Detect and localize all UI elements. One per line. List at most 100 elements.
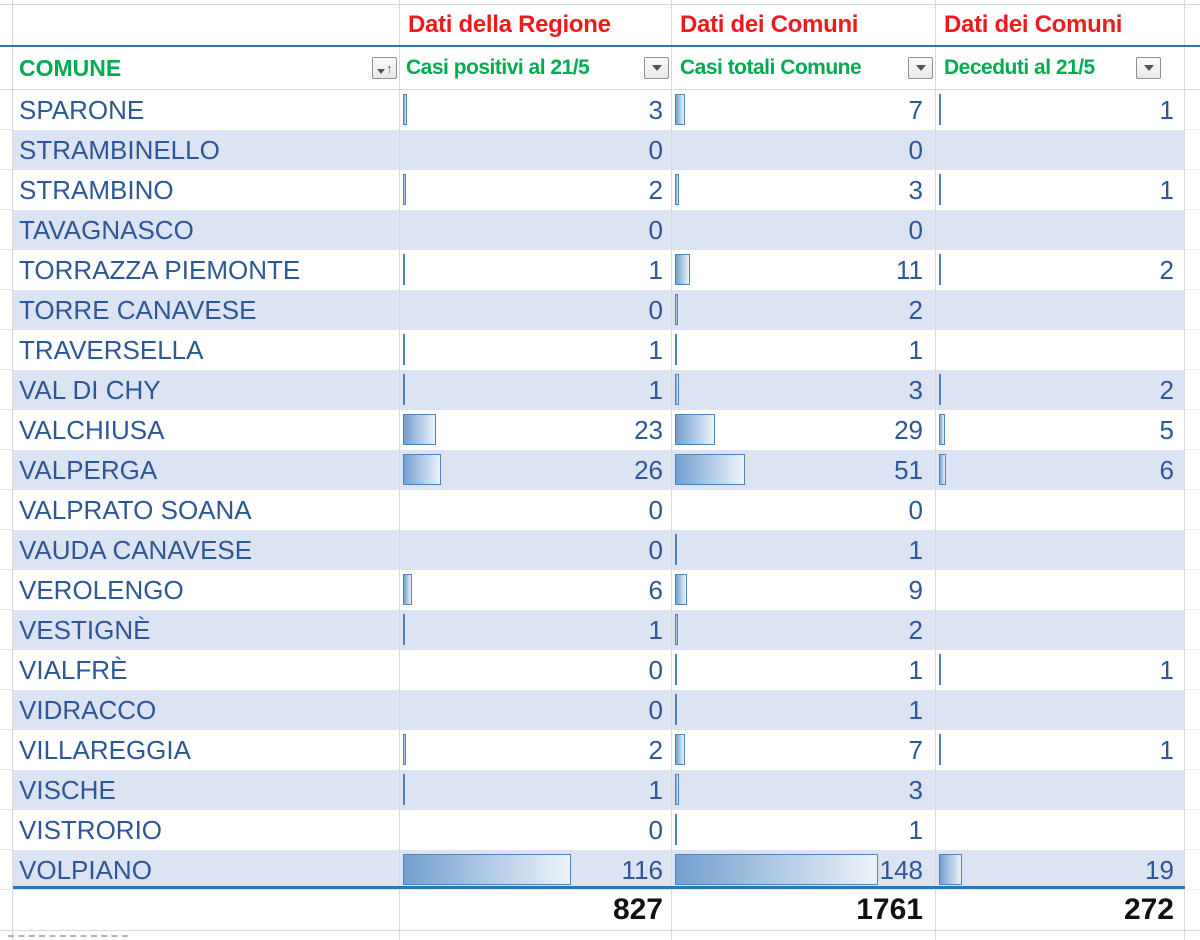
positivi-filter-button[interactable] (644, 57, 669, 79)
totali-cell[interactable]: 2 (672, 610, 936, 650)
comune-cell[interactable]: VESTIGNÈ (13, 610, 400, 650)
totali-cell[interactable]: 0 (672, 130, 936, 170)
positivi-cell[interactable]: 23 (400, 410, 672, 450)
positivi-cell[interactable]: 0 (400, 290, 672, 330)
totali-header-cell[interactable]: Casi totali Comune (672, 47, 936, 89)
totali-cell[interactable]: 3 (672, 170, 936, 210)
comune-sort-filter-button[interactable]: ↑ (372, 57, 397, 79)
positivi-cell[interactable]: 1 (400, 610, 672, 650)
comune-cell[interactable]: TRAVERSELLA (13, 330, 400, 370)
comune-cell[interactable]: SPARONE (13, 90, 400, 130)
totali-cell[interactable]: 1 (672, 690, 936, 730)
totali-cell[interactable]: 11 (672, 250, 936, 290)
positivi-cell[interactable]: 1 (400, 770, 672, 810)
deceduti-cell[interactable] (936, 570, 1185, 610)
deceduti-cell[interactable] (936, 210, 1185, 250)
totali-cell[interactable]: 0 (672, 490, 936, 530)
deceduti-value: 1 (1159, 735, 1174, 765)
positivi-cell[interactable]: 0 (400, 530, 672, 570)
totali-cell[interactable]: 7 (672, 730, 936, 770)
totali-cell[interactable]: 3 (672, 770, 936, 810)
positivi-header-cell[interactable]: Casi positivi al 21/5 (400, 47, 672, 89)
deceduti-cell[interactable]: 6 (936, 450, 1185, 490)
positivi-cell[interactable]: 6 (400, 570, 672, 610)
deceduti-cell[interactable] (936, 530, 1185, 570)
comune-cell[interactable]: STRAMBINELLO (13, 130, 400, 170)
deceduti-cell[interactable] (936, 690, 1185, 730)
totali-cell[interactable]: 1 (672, 530, 936, 570)
comune-cell[interactable]: VILLAREGGIA (13, 730, 400, 770)
comune-cell[interactable]: VEROLENGO (13, 570, 400, 610)
comune-cell[interactable]: TORRAZZA PIEMONTE (13, 250, 400, 290)
totali-value: 11 (896, 255, 923, 285)
deceduti-cell[interactable]: 19 (936, 850, 1185, 890)
deceduti-cell[interactable]: 2 (936, 250, 1185, 290)
deceduti-cell[interactable]: 5 (936, 410, 1185, 450)
totali-cell[interactable]: 7 (672, 90, 936, 130)
positivi-cell[interactable]: 3 (400, 90, 672, 130)
positivi-cell[interactable]: 0 (400, 210, 672, 250)
positivi-cell[interactable]: 0 (400, 490, 672, 530)
comune-cell[interactable]: VIALFRÈ (13, 650, 400, 690)
deceduti-cell[interactable]: 1 (936, 90, 1185, 130)
comune-cell[interactable]: STRAMBINO (13, 170, 400, 210)
regione-group-cell[interactable]: Dati della Regione (400, 5, 672, 45)
totali-cell[interactable]: 1 (672, 650, 936, 690)
totali-cell[interactable]: 0 (672, 210, 936, 250)
positivi-cell[interactable]: 2 (400, 170, 672, 210)
deceduti-cell[interactable]: 1 (936, 730, 1185, 770)
deceduti-cell[interactable] (936, 610, 1185, 650)
deceduti-cell[interactable]: 1 (936, 170, 1185, 210)
comune-cell[interactable]: TAVAGNASCO (13, 210, 400, 250)
comune-cell[interactable]: VOLPIANO (13, 850, 400, 890)
deceduti-cell[interactable] (936, 130, 1185, 170)
positivi-cell[interactable]: 116 (400, 850, 672, 890)
deceduti-cell[interactable]: 1 (936, 650, 1185, 690)
comune-cell[interactable]: VISTRORIO (13, 810, 400, 850)
totals-empty-cell[interactable] (13, 890, 400, 930)
deceduti-total[interactable]: 272 (936, 890, 1185, 930)
comune-cell[interactable]: VALPERGA (13, 450, 400, 490)
deceduti-cell[interactable] (936, 770, 1185, 810)
deceduti-cell[interactable] (936, 290, 1185, 330)
positivi-cell[interactable]: 1 (400, 370, 672, 410)
comune-cell[interactable]: VAL DI CHY (13, 370, 400, 410)
deceduti-cell[interactable] (936, 810, 1185, 850)
positivi-cell[interactable]: 0 (400, 130, 672, 170)
positivi-cell[interactable]: 1 (400, 330, 672, 370)
positivi-cell[interactable]: 26 (400, 450, 672, 490)
comune-cell[interactable]: VALPRATO SOANA (13, 490, 400, 530)
deceduti-cell[interactable] (936, 490, 1185, 530)
totali-cell[interactable]: 51 (672, 450, 936, 490)
comune-group-cell[interactable] (13, 5, 400, 45)
comuni-group-cell-2[interactable]: Dati dei Comuni (936, 5, 1185, 45)
comune-cell[interactable]: VALCHIUSA (13, 410, 400, 450)
deceduti-cell[interactable]: 2 (936, 370, 1185, 410)
positivi-cell[interactable]: 0 (400, 650, 672, 690)
comuni-group-cell-1[interactable]: Dati dei Comuni (672, 5, 936, 45)
totali-cell[interactable]: 9 (672, 570, 936, 610)
comune-cell[interactable]: VIDRACCO (13, 690, 400, 730)
comune-cell[interactable]: TORRE CANAVESE (13, 290, 400, 330)
totali-cell[interactable]: 1 (672, 330, 936, 370)
deceduti-header-cell[interactable]: Deceduti al 21/5 (936, 47, 1185, 89)
comune-header-cell[interactable]: COMUNE ↑ (13, 47, 400, 89)
totali-cell[interactable]: 1 (672, 810, 936, 850)
totali-cell[interactable]: 148 (672, 850, 936, 890)
comune-cell[interactable]: VISCHE (13, 770, 400, 810)
left-margin-cell (0, 850, 13, 890)
totali-cell[interactable]: 2 (672, 290, 936, 330)
positivi-cell[interactable]: 1 (400, 250, 672, 290)
positivi-cell[interactable]: 2 (400, 730, 672, 770)
deceduti-filter-button[interactable] (1136, 57, 1161, 79)
positivi-total[interactable]: 827 (400, 890, 672, 930)
totali-total[interactable]: 1761 (672, 890, 936, 930)
totali-cell[interactable]: 29 (672, 410, 936, 450)
positivi-cell[interactable]: 0 (400, 810, 672, 850)
totali-filter-button[interactable] (908, 57, 933, 79)
positivi-cell[interactable]: 0 (400, 690, 672, 730)
comune-cell[interactable]: VAUDA CANAVESE (13, 530, 400, 570)
column-header-row: COMUNE ↑ Casi positivi al 21/5 Casi tota… (0, 47, 1200, 90)
totali-cell[interactable]: 3 (672, 370, 936, 410)
deceduti-cell[interactable] (936, 330, 1185, 370)
